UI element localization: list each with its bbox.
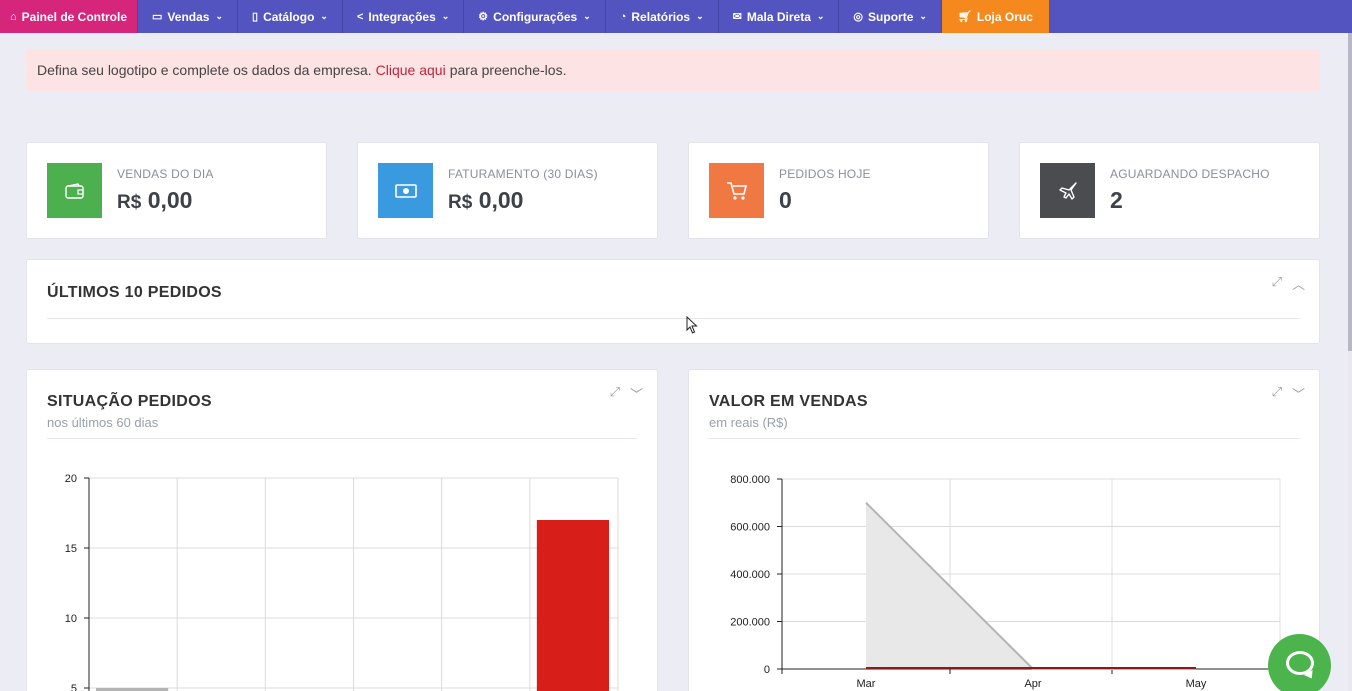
sales-value-area-chart: 800.000 600.000 400.000 200.000 0 Mar Apr May [730,474,1281,690]
y-tick-label: 10 [65,613,77,625]
stat-card-vendas-do-dia: VENDAS DO DIA R$ 0,00 [26,142,327,239]
chat-button[interactable] [1268,634,1331,691]
chevron-down-icon: ⌄ [320,11,328,21]
nav-suporte[interactable]: ◎ Suporte ⌄ [839,0,942,33]
nav-label: Relatórios [631,9,691,24]
company-data-alert: Defina seu logotipo e complete os dados … [26,49,1320,91]
stat-value: 0 [779,187,792,213]
alert-text: Defina seu logotipo e complete os dados … [37,62,372,78]
mouse-cursor-icon [686,316,698,334]
gear-icon: ⚙ [478,11,489,23]
nav-catalogo[interactable]: ▯ Catálogo ⌄ [238,0,343,33]
lifebuoy-icon: ◎ [853,11,864,23]
stat-card-aguardando-despacho: AGUARDANDO DESPACHO 2 [1019,142,1320,239]
scrollbar-track[interactable] [1348,33,1352,691]
stat-card-pedidos-hoje: PEDIDOS HOJE 0 [688,142,989,239]
stat-value: 2 [1110,187,1123,213]
scrollbar-thumb[interactable] [1348,33,1352,351]
chevron-down-icon[interactable]: ﹀ [1291,387,1305,402]
panel-divider [709,438,1299,439]
nav-label: Suporte [868,9,914,24]
y-tick-label: 800.000 [730,474,770,486]
bar [96,688,169,691]
nav-configuracoes[interactable]: ⚙ Configurações ⌄ [464,0,606,33]
chevron-down-icon: ⌄ [816,11,825,21]
panel-title: ÚLTIMOS 10 PEDIDOS [47,284,222,301]
order-status-bar-chart: 20 15 10 5 [65,473,619,691]
nav-label: Integrações [368,9,436,24]
chevron-down-icon: ⌄ [919,11,927,21]
share-icon: < [356,10,364,23]
chevron-up-icon[interactable]: ︿ [1291,277,1305,292]
panel-subtitle: nos últimos 60 dias [47,415,159,430]
y-tick-label: 15 [65,543,77,555]
nav-mala-direta[interactable]: ✉ Mala Direta ⌄ [719,0,840,33]
sales-value-panel: VALOR EM VENDAS em reais (R$) ⤢ ﹀ 800.00… [688,369,1320,691]
chat-bubble-icon [1285,650,1314,675]
panel-tools: ⤢ ︿ [1272,274,1305,293]
chevron-down-icon: ⌄ [441,11,450,21]
area-fill [866,502,1196,669]
cart-icon [709,163,764,218]
top-navigation: ⌂ Painel de Controle ▭ Vendas ⌄ ▯ Catálo… [0,0,1352,33]
panel-divider [47,318,1299,319]
nav-vendas[interactable]: ▭ Vendas ⌄ [138,0,238,33]
order-status-panel: SITUAÇÃO PEDIDOS nos últimos 60 dias ⤢ ﹀… [26,369,658,691]
y-tick-label: 200.000 [730,617,770,629]
stat-value: R$ 0,00 [448,187,524,213]
stat-label: AGUARDANDO DESPACHO [1110,167,1270,181]
money-icon [378,163,433,218]
y-tick-label: 600.000 [730,522,770,534]
y-tick-label: 5 [71,683,77,691]
stat-label: PEDIDOS HOJE [779,167,871,181]
stat-label: FATURAMENTO (30 DIAS) [448,167,598,181]
nav-label: Configurações [493,9,578,24]
panel-tools: ⤢ ﹀ [610,384,643,403]
bar [536,520,609,691]
x-tick-label: Apr [1024,678,1041,690]
nav-integracoes[interactable]: < Integrações ⌄ [343,0,465,33]
nav-label: Mala Direta [746,9,811,24]
y-tick-label: 400.000 [730,569,770,581]
nav-label: Catálogo [263,9,315,24]
latest-orders-panel: ÚLTIMOS 10 PEDIDOS ⤢ ︿ [26,259,1320,344]
expand-icon[interactable]: ⤢ [1271,274,1282,289]
nav-painel-de-controle[interactable]: ⌂ Painel de Controle [0,0,139,33]
book-icon: ▯ [252,11,259,23]
y-tick-label: 0 [764,664,770,676]
home-icon: ⌂ [10,10,17,23]
expand-icon[interactable]: ⤢ [1271,384,1282,399]
nav-loja-oruc[interactable]: 🛒︎ Loja Oruc [941,0,1049,33]
alert-link[interactable]: Clique aqui [375,62,446,78]
alert-text-after: para preenche-los. [449,62,567,78]
wallet-icon: ▭ [152,11,163,23]
expand-icon[interactable]: ⤢ [609,384,620,399]
mail-icon: ✉ [732,11,742,23]
stat-value: R$ 0,00 [117,187,193,213]
nav-label: Vendas [167,9,210,24]
chevron-down-icon: ⌄ [583,11,591,21]
wallet-icon [47,163,102,218]
x-tick-label: May [1186,678,1207,690]
panel-title: VALOR EM VENDAS [709,393,868,410]
x-tick-label: Mar [857,678,876,690]
chart-icon: ◔ [619,10,627,23]
panel-subtitle: em reais (R$) [709,415,788,430]
chevron-down-icon: ⌄ [696,11,704,21]
plane-icon [1040,163,1095,218]
chevron-down-icon[interactable]: ﹀ [629,387,643,402]
stat-card-faturamento: FATURAMENTO (30 DIAS) R$ 0,00 [357,142,658,239]
panel-divider [47,438,637,439]
panel-tools: ⤢ ﹀ [1272,384,1305,403]
nav-label: Painel de Controle [21,9,128,24]
cart-icon: 🛒︎ [957,11,972,23]
nav-label: Loja Oruc [976,9,1033,24]
panel-title: SITUAÇÃO PEDIDOS [47,393,212,410]
y-tick-label: 20 [65,473,77,485]
nav-relatorios[interactable]: ◔ Relatórios ⌄ [606,0,719,33]
chevron-down-icon: ⌄ [215,11,223,21]
stat-label: VENDAS DO DIA [117,167,214,181]
